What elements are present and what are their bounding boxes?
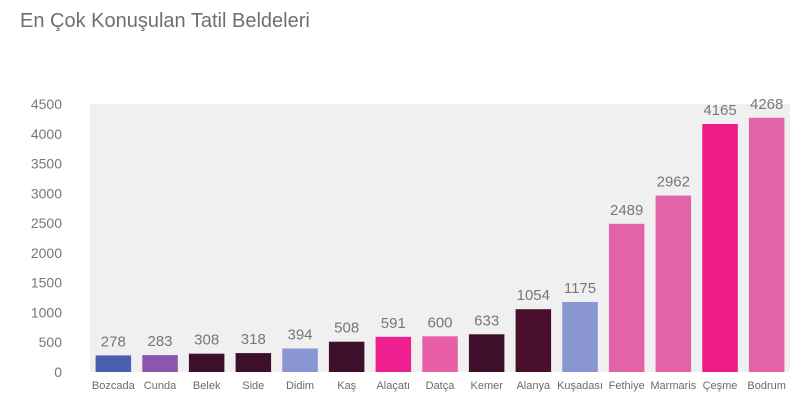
bar-value-label: 633 [474,312,499,329]
x-tick-label: Didim [286,380,314,392]
bar [375,336,412,372]
bar [468,334,505,372]
x-tick-label: Fethiye [609,380,645,392]
x-tick-label: Alaçatı [376,380,410,392]
y-tick-label: 0 [54,364,62,380]
bars [95,117,785,372]
x-tick-label: Çeşme [703,380,738,392]
bar-value-label: 2962 [657,174,690,191]
bar [422,336,458,372]
y-axis: 0 500 1000 1500 2000 2500 3000 3500 4000 4500 [31,96,62,380]
bar [95,355,132,372]
bar [748,117,785,372]
bar-value-label: 1054 [517,287,550,304]
x-tick-label: Kemer [470,380,503,392]
x-axis: Bozcada Cunda Belek Side Didim Kaş Alaçatı Datç… [92,380,786,392]
y-tick-label: 4500 [31,96,62,112]
x-tick-label: Bozcada [92,380,136,392]
bar-value-label: 600 [427,314,452,331]
bar-value-label: 591 [381,315,406,332]
x-tick-label: Belek [193,380,221,392]
bar [562,302,598,372]
x-tick-label: Bodrum [747,380,786,392]
bar-value-label: 308 [194,332,219,349]
x-tick-label: Kaş [337,380,356,392]
x-tick-label: Cunda [144,380,177,392]
bar [328,341,365,372]
x-tick-label: Marmaris [650,380,696,392]
y-tick-label: 1000 [31,304,62,320]
value-labels: 278 283 308 318 394 508 591 600 633 1054 1175 2489 2… [101,96,784,351]
x-tick-label: Datça [426,380,456,392]
bar-value-label: 283 [147,333,172,350]
bar [655,195,692,372]
bar-value-label: 318 [241,331,266,348]
bar-value-label: 508 [334,320,359,337]
bar [702,124,738,372]
bar-value-label: 2489 [610,202,643,219]
bar [142,355,178,372]
y-tick-label: 4000 [31,126,62,142]
bar-value-label: 4268 [750,96,783,113]
x-tick-label: Side [242,380,264,392]
y-tick-label: 2500 [31,215,62,231]
bar-value-label: 4165 [703,102,736,119]
x-tick-label: Kuşadası [557,380,603,392]
bar-value-label: 278 [101,333,126,350]
y-tick-label: 1500 [31,275,62,291]
bar [188,353,225,372]
y-tick-label: 3500 [31,156,62,172]
bar [235,353,272,372]
y-tick-label: 2000 [31,245,62,261]
bar-value-label: 394 [287,327,312,344]
chart-title: En Çok Konuşulan Tatil Beldeleri [20,10,310,32]
y-tick-label: 500 [39,334,63,350]
bar [282,348,318,372]
bar [515,309,552,372]
bar-value-label: 1175 [564,280,596,297]
bar [608,223,645,372]
x-tick-label: Alanya [516,380,551,392]
y-tick-label: 3000 [31,185,62,201]
